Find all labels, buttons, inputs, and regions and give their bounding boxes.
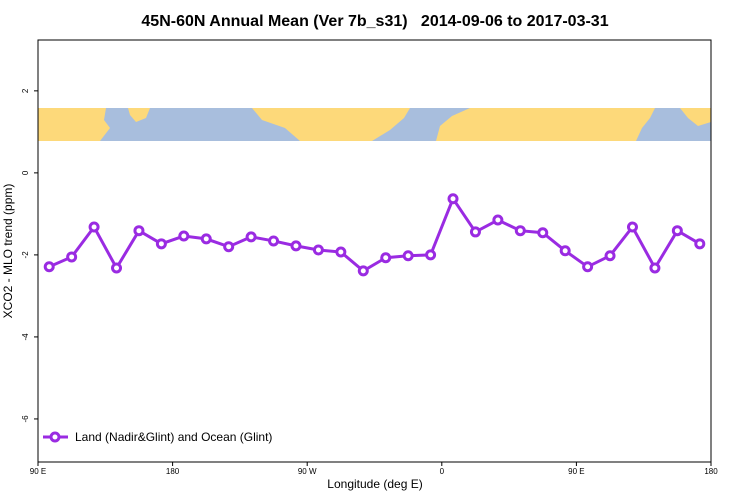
data-point xyxy=(290,240,302,252)
data-point xyxy=(604,250,616,262)
data-point xyxy=(447,193,459,205)
data-point xyxy=(88,221,100,233)
data-point xyxy=(514,225,526,237)
data-point xyxy=(492,214,504,226)
y-tick-label: 0 xyxy=(21,170,30,175)
data-point xyxy=(380,252,392,264)
data-point xyxy=(245,231,257,243)
data-point xyxy=(223,241,235,253)
data-point xyxy=(537,227,549,239)
plot-frame xyxy=(37,39,712,463)
data-point xyxy=(335,246,347,258)
data-point xyxy=(582,261,594,273)
data-point xyxy=(694,238,706,250)
x-tick-label: 180 xyxy=(704,467,718,476)
data-point xyxy=(469,226,481,238)
x-tick-label: 0 xyxy=(440,467,445,476)
series-line xyxy=(48,195,701,273)
y-axis-label: XCO2 - MLO trend (ppm) xyxy=(1,184,15,319)
data-point xyxy=(66,251,78,263)
data-point xyxy=(312,244,324,256)
data-point xyxy=(559,245,571,257)
chart-title: 45N-60N Annual Mean (Ver 7b_s31) 2014-09… xyxy=(141,13,608,30)
data-point xyxy=(43,261,55,273)
x-tick-label: 90 E xyxy=(568,467,584,476)
data-point xyxy=(425,249,437,261)
data-point xyxy=(268,235,280,247)
y-tick-label: -4 xyxy=(21,333,30,341)
x-tick-label: 90 W xyxy=(298,467,317,476)
x-axis-label: Longitude (deg E) xyxy=(327,477,422,491)
legend-label: Land (Nadir&Glint) and Ocean (Glint) xyxy=(75,430,272,444)
x-tick-label: 90 E xyxy=(30,467,46,476)
data-point xyxy=(649,262,661,274)
data-point xyxy=(155,238,167,250)
map-band xyxy=(38,108,711,141)
legend-marker xyxy=(49,431,61,443)
data-point xyxy=(671,225,683,237)
x-tick-label: 180 xyxy=(166,467,180,476)
data-point xyxy=(178,230,190,242)
data-point xyxy=(402,250,414,262)
y-tick-label: -6 xyxy=(21,415,30,423)
y-tick-label: -2 xyxy=(21,251,30,259)
data-point xyxy=(626,221,638,233)
data-point xyxy=(133,225,145,237)
data-point xyxy=(111,262,123,274)
y-tick-label: 2 xyxy=(21,88,30,93)
data-point xyxy=(200,233,212,245)
data-point xyxy=(357,265,369,277)
